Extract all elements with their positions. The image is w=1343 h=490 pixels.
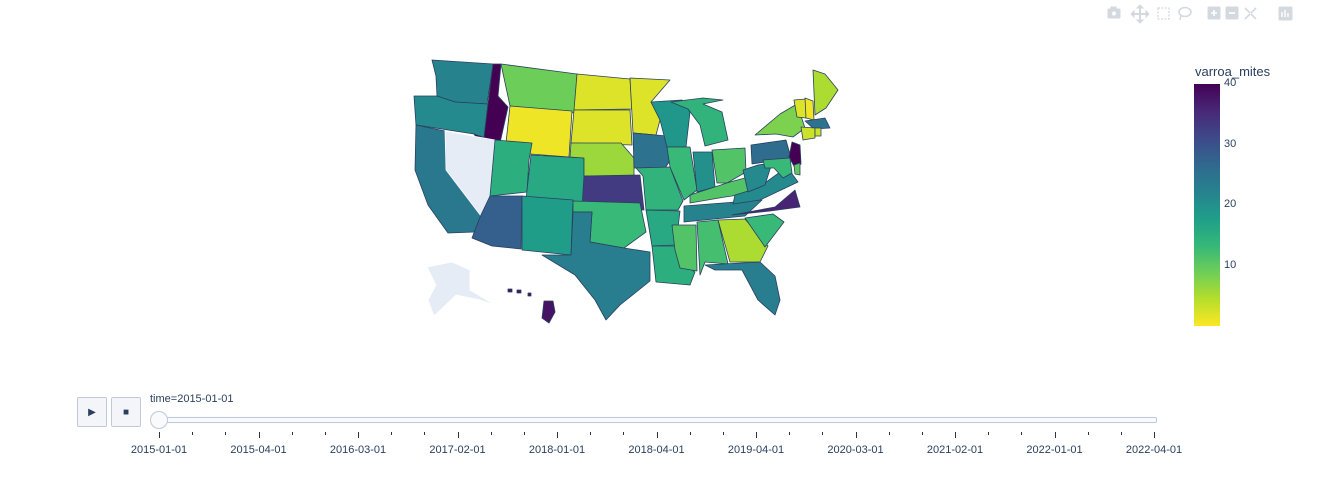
slider-minor-tick xyxy=(722,432,724,435)
state-ak[interactable] xyxy=(426,261,496,317)
state-tx[interactable] xyxy=(541,211,651,321)
state-mi[interactable] xyxy=(670,97,729,147)
slider-tick-label[interactable]: 2018-01-01 xyxy=(528,444,586,456)
state-nd[interactable] xyxy=(573,73,633,111)
slider-tick-label[interactable]: 2015-01-01 xyxy=(130,444,188,456)
zoom-out-icon[interactable] xyxy=(1225,6,1239,20)
slider-tick-label[interactable]: 2019-04-01 xyxy=(727,444,785,456)
stop-icon: ■ xyxy=(122,406,130,418)
state-nh[interactable] xyxy=(804,97,815,121)
slider-minor-tick xyxy=(921,432,923,435)
slider-minor-tick xyxy=(988,432,990,435)
state-hi[interactable] xyxy=(507,288,513,293)
slider-minor-tick xyxy=(1087,432,1089,435)
colorbar-tick-label: 40 xyxy=(1224,77,1237,89)
state-sc[interactable] xyxy=(744,213,785,248)
slider-tick-label[interactable]: 2021-02-01 xyxy=(926,444,984,456)
slider-minor-tick xyxy=(424,432,426,435)
slider-major-tick xyxy=(358,432,359,438)
autoscale-icon[interactable] xyxy=(1244,7,1257,20)
state-al[interactable] xyxy=(696,219,729,276)
slider-minor-tick xyxy=(225,432,227,435)
box-select-icon[interactable] xyxy=(1157,7,1170,20)
slider-minor-tick xyxy=(391,432,393,435)
slider-minor-tick xyxy=(590,432,592,435)
state-sd[interactable] xyxy=(570,109,633,146)
slider-minor-tick xyxy=(1120,432,1122,435)
state-ga[interactable] xyxy=(717,218,769,263)
colorbar xyxy=(1194,84,1220,326)
slider-minor-tick xyxy=(822,432,824,435)
zoom-in-icon[interactable] xyxy=(1207,6,1221,20)
state-in[interactable] xyxy=(692,151,716,193)
slider-tick-label[interactable]: 2016-03-01 xyxy=(329,444,387,456)
colorbar-tick-label: 20 xyxy=(1224,198,1237,210)
slider-minor-tick xyxy=(888,432,890,435)
state-ma[interactable] xyxy=(804,117,831,130)
state-hi-part-1[interactable] xyxy=(516,289,522,294)
slider-major-tick xyxy=(855,432,857,438)
slider-tick-label[interactable]: 2022-01-01 xyxy=(1026,444,1083,456)
state-ms[interactable] xyxy=(671,224,698,272)
slider-major-tick xyxy=(955,432,956,438)
colorbar-tick-label: 10 xyxy=(1224,258,1237,271)
slider-major-tick xyxy=(457,432,459,438)
slider-tick-label[interactable]: 2020-03-01 xyxy=(827,444,884,456)
state-ks[interactable] xyxy=(581,174,645,211)
modebar xyxy=(1100,2,1300,24)
state-fl[interactable] xyxy=(704,261,781,316)
state-ut[interactable] xyxy=(489,139,533,197)
lasso-icon[interactable] xyxy=(1178,6,1192,21)
plotly-logo-icon[interactable] xyxy=(1278,6,1293,21)
play-icon: ▶ xyxy=(88,406,96,418)
state-ri[interactable] xyxy=(814,127,822,137)
play-button[interactable]: ▶ xyxy=(77,397,107,427)
pan-icon[interactable] xyxy=(1130,4,1150,24)
slider-minor-tick xyxy=(291,432,293,435)
slider-minor-tick xyxy=(789,432,791,435)
colorbar-tick-label: 30 xyxy=(1224,137,1237,150)
slider-major-tick xyxy=(656,432,658,438)
slider-major-tick xyxy=(557,432,558,438)
slider-tick-label[interactable]: 2022-04-01 xyxy=(1125,444,1183,456)
slider-major-tick xyxy=(258,432,260,438)
state-nm[interactable] xyxy=(521,195,574,256)
state-hi-part-3[interactable] xyxy=(541,300,556,324)
slider-tick-label[interactable]: 2017-02-01 xyxy=(429,444,486,456)
slider-minor-tick xyxy=(523,432,525,435)
slider-major-tick xyxy=(1054,432,1056,438)
slider-current-label: time=2015-01-01 xyxy=(150,393,234,405)
state-nc[interactable] xyxy=(731,189,801,216)
state-wv[interactable] xyxy=(742,162,773,193)
slider-handle[interactable] xyxy=(150,411,168,429)
slider-major-tick xyxy=(756,432,757,438)
slider-major-tick xyxy=(159,432,160,438)
slider-minor-tick xyxy=(689,432,691,435)
stop-button[interactable]: ■ xyxy=(111,397,141,427)
state-hi-part-2[interactable] xyxy=(527,292,532,297)
slider-minor-tick xyxy=(490,432,492,435)
slider-minor-tick xyxy=(1021,432,1023,435)
camera-icon[interactable] xyxy=(1107,6,1121,19)
state-co[interactable] xyxy=(525,154,585,203)
state-de[interactable] xyxy=(793,162,801,176)
slider-tick-label[interactable]: 2015-04-01 xyxy=(230,444,287,456)
state-ct[interactable] xyxy=(800,126,816,141)
slider-minor-tick xyxy=(623,432,625,435)
colorbar-title: varroa_mites xyxy=(1195,64,1271,79)
slider-minor-tick xyxy=(192,432,194,435)
state-mt[interactable] xyxy=(500,63,578,114)
slider-minor-tick xyxy=(324,432,326,435)
state-md[interactable] xyxy=(762,157,793,179)
slider-major-tick xyxy=(1154,432,1155,438)
state-me[interactable] xyxy=(812,69,839,116)
slider-tick-label[interactable]: 2018-04-01 xyxy=(628,444,685,456)
state-oh[interactable] xyxy=(711,147,747,184)
slider-rail[interactable] xyxy=(158,417,1157,423)
